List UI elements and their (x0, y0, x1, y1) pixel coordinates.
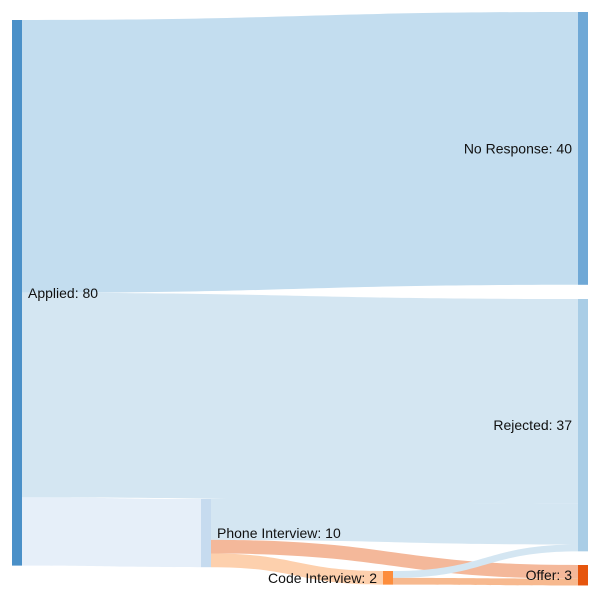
link-phone-to-rejected (211, 499, 578, 545)
link-applied-to-phone (22, 497, 201, 568)
link-applied-to-rejected (22, 292, 578, 504)
node-no_response (578, 12, 588, 285)
link-phone-to-code (211, 553, 383, 585)
links-layer (22, 12, 578, 586)
node-label-applied: Applied: 80 (28, 285, 98, 301)
node-label-phone: Phone Interview: 10 (217, 525, 341, 541)
node-offer (578, 565, 588, 586)
labels-layer: Applied: 80 No Response: 40 Rejected: 37 Ph… (28, 140, 572, 585)
node-label-code: Code Interview: 2 (268, 570, 377, 586)
node-rejected (578, 299, 588, 552)
link-phone-to-offer (211, 539, 578, 579)
nodes-layer (12, 12, 588, 586)
node-code (383, 571, 393, 585)
node-label-rejected: Rejected: 37 (493, 417, 572, 433)
link-code-to-rejected (393, 544, 578, 578)
node-label-no_response: No Response: 40 (464, 140, 572, 156)
link-code-to-offer (393, 577, 578, 586)
node-label-offer: Offer: 3 (526, 567, 573, 583)
node-applied (12, 20, 22, 566)
link-applied-to-no_response (22, 12, 578, 293)
node-phone (201, 499, 211, 568)
